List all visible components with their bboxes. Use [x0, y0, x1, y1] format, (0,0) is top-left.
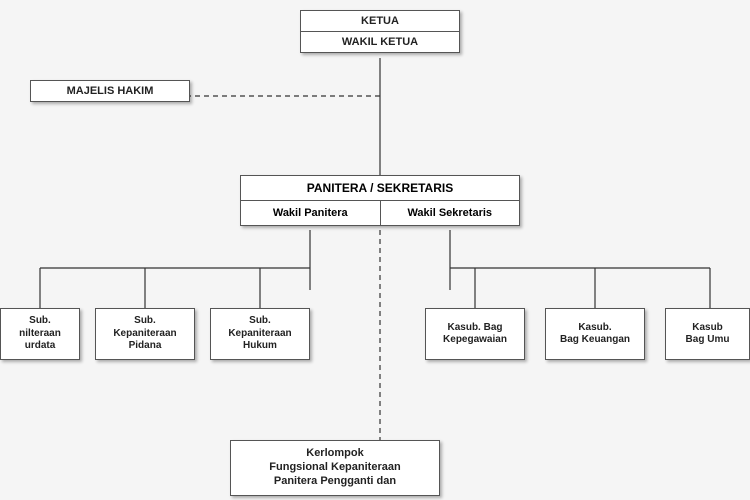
- label-wakil-ketua: WAKIL KETUA: [301, 31, 459, 52]
- node-sub-perdata: Sub.nilteraanurdata: [0, 308, 80, 360]
- node-panitera-sekretaris: PANITERA / SEKRETARIS Wakil Panitera Wak…: [240, 175, 520, 226]
- node-ketua: KETUA WAKIL KETUA: [300, 10, 460, 53]
- node-kelompok-fungsional: KerlompokFungsional KepaniteraanPanitera…: [230, 440, 440, 496]
- label-wakil-panitera: Wakil Panitera: [241, 201, 380, 225]
- node-kasub-keuangan: Kasub.Bag Keuangan: [545, 308, 645, 360]
- node-majelis-hakim: MAJELIS HAKIM: [30, 80, 190, 102]
- label-wakil-sekretaris: Wakil Sekretaris: [380, 201, 520, 225]
- node-sub-pidana: Sub.KepaniteraanPidana: [95, 308, 195, 360]
- org-chart-canvas: KETUA WAKIL KETUA MAJELIS HAKIM PANITERA…: [0, 0, 750, 500]
- label-ketua: KETUA: [301, 11, 459, 31]
- label-majelis: MAJELIS HAKIM: [31, 81, 189, 101]
- connector-lines: [0, 0, 750, 500]
- node-kasub-umum: KasubBag Umu: [665, 308, 750, 360]
- node-kasub-kepegawaian: Kasub. BagKepegawaian: [425, 308, 525, 360]
- label-panitera-title: PANITERA / SEKRETARIS: [241, 176, 519, 200]
- node-sub-hukum: Sub.KepaniteraanHukum: [210, 308, 310, 360]
